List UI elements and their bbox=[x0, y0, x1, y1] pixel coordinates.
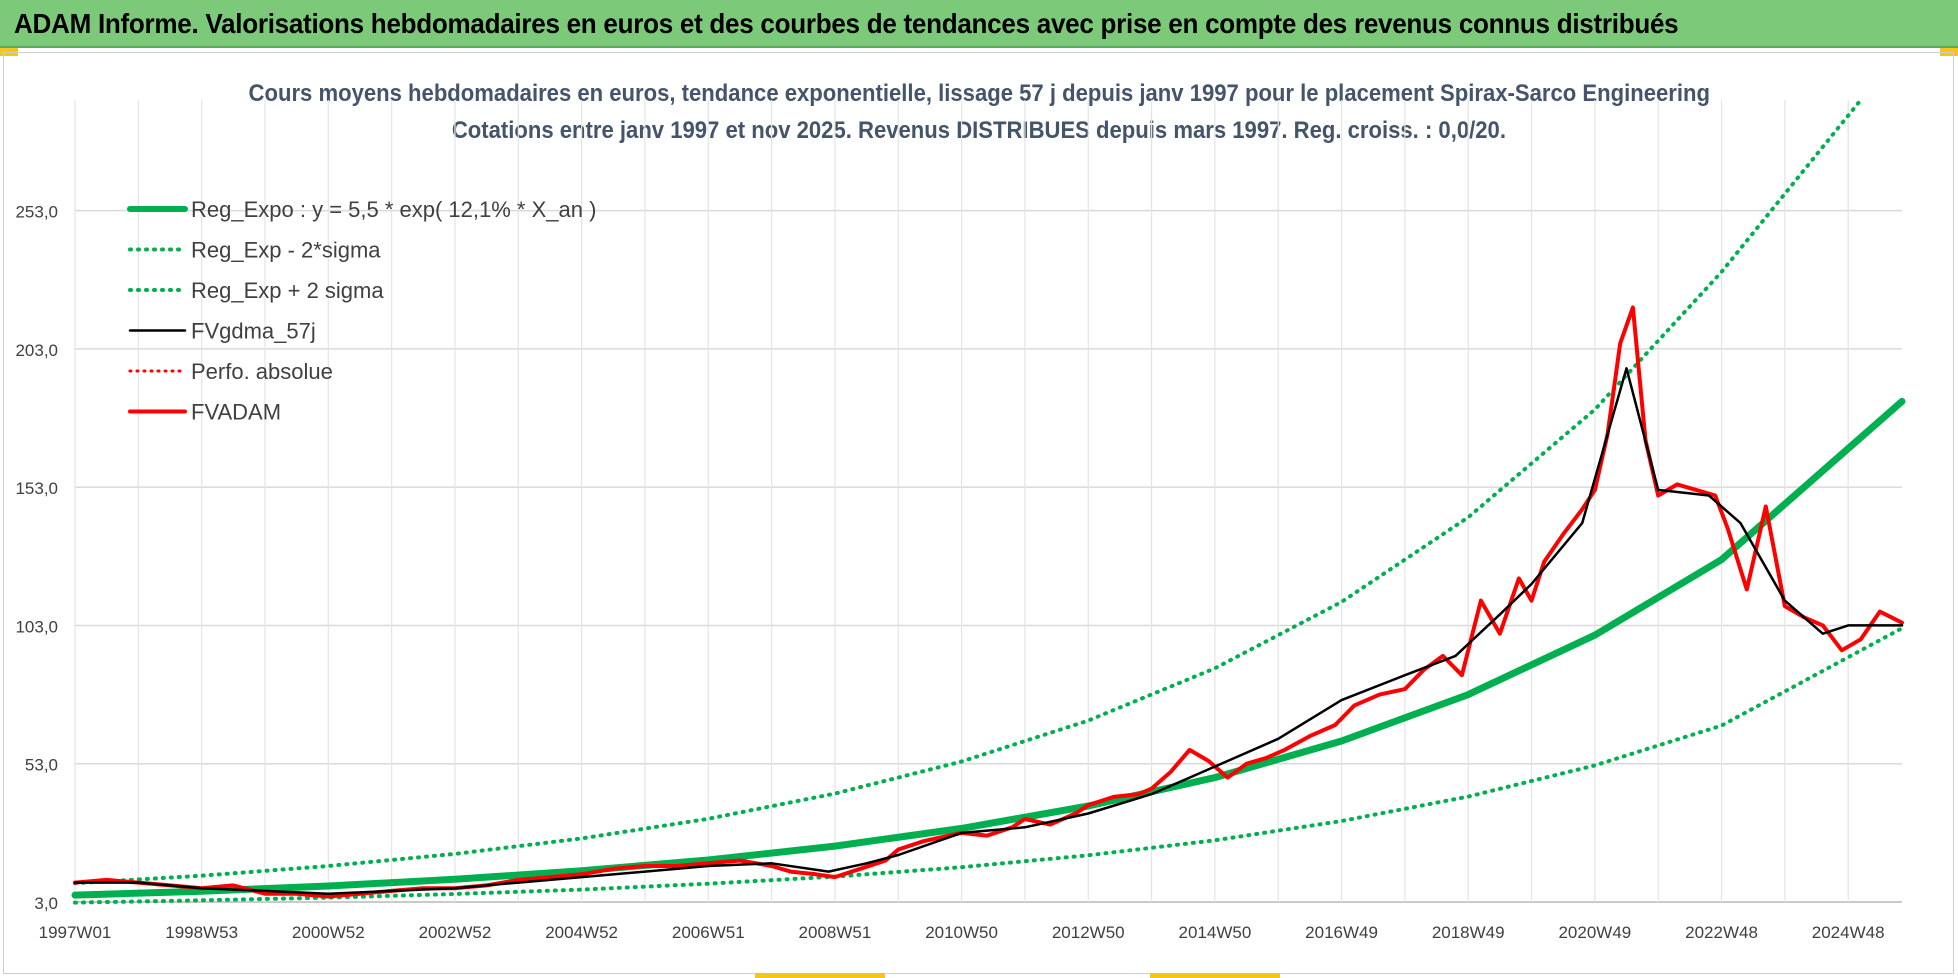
x-tick-label: 1997W01 bbox=[39, 923, 112, 942]
chart-frame bbox=[3, 52, 1954, 974]
series-line-fvadam bbox=[73, 305, 1904, 899]
x-tick-label: 2020W49 bbox=[1558, 923, 1631, 942]
x-tick-label: 2008W51 bbox=[799, 923, 872, 942]
legend-label: Reg_Exp - 2*sigma bbox=[191, 238, 381, 263]
x-tick-label: 2018W49 bbox=[1432, 923, 1505, 942]
sheet-tab-marker bbox=[1150, 973, 1280, 978]
x-tick-label: 2004W52 bbox=[545, 923, 618, 942]
grid-lines bbox=[74, 100, 1902, 903]
y-tick-label: 53,0 bbox=[25, 756, 58, 775]
legend: Reg_Expo : y = 5,5 * exp( 12,1% * X_an )… bbox=[127, 197, 596, 425]
x-tick-labels: 1997W01 1998W53 2000W52 2002W52 2004W52 2006W… bbox=[39, 923, 1885, 942]
x-tick-label: 2022W48 bbox=[1685, 923, 1758, 942]
chart-subtitle: Cotations entre janv 1997 et nov 2025. R… bbox=[451, 117, 1507, 144]
series-line-reg-exp-2-sigma bbox=[73, 98, 1863, 886]
series-line-fvgdma-57j bbox=[73, 367, 1904, 895]
legend-label: FVADAM bbox=[191, 400, 281, 425]
legend-label: Reg_Expo : y = 5,5 * exp( 12,1% * X_an ) bbox=[191, 197, 596, 222]
header-banner: ADAM Informe. Valorisations hebdomadaire… bbox=[0, 0, 1958, 48]
x-tick-label: 2012W50 bbox=[1052, 923, 1125, 942]
series-lines bbox=[71, 98, 1906, 905]
legend-label: Perfo. absolue bbox=[191, 359, 333, 384]
series-line-reg-expo bbox=[71, 397, 1906, 899]
x-tick-label: 2016W49 bbox=[1305, 923, 1378, 942]
legend-label: FVgdma_57j bbox=[191, 319, 316, 344]
series-line-reg-exp-2-sigma bbox=[73, 626, 1904, 905]
y-tick-label: 3,0 bbox=[34, 894, 58, 913]
x-tick-label: 2000W52 bbox=[292, 923, 365, 942]
x-tick-label: 2002W52 bbox=[419, 923, 492, 942]
x-tick-label: 2006W51 bbox=[672, 923, 745, 942]
y-tick-label: 153,0 bbox=[15, 479, 58, 498]
y-tick-label: 203,0 bbox=[15, 341, 58, 360]
x-tick-label: 2014W50 bbox=[1179, 923, 1252, 942]
chart-title: Cours moyens hebdomadaires en euros, ten… bbox=[248, 80, 1710, 107]
sheet-tab-marker bbox=[755, 973, 885, 978]
x-tick-label: 1998W53 bbox=[165, 923, 238, 942]
y-tick-label: 103,0 bbox=[15, 617, 58, 636]
y-tick-labels: 3,0 53,0 103,0 153,0 203,0 253,0 bbox=[15, 203, 58, 913]
page-title: ADAM Informe. Valorisations hebdomadaire… bbox=[14, 8, 1679, 39]
legend-label: Reg_Exp + 2 sigma bbox=[191, 278, 384, 303]
x-tick-label: 2010W50 bbox=[925, 923, 998, 942]
y-tick-label: 253,0 bbox=[15, 203, 58, 222]
x-tick-label: 2024W48 bbox=[1812, 923, 1885, 942]
